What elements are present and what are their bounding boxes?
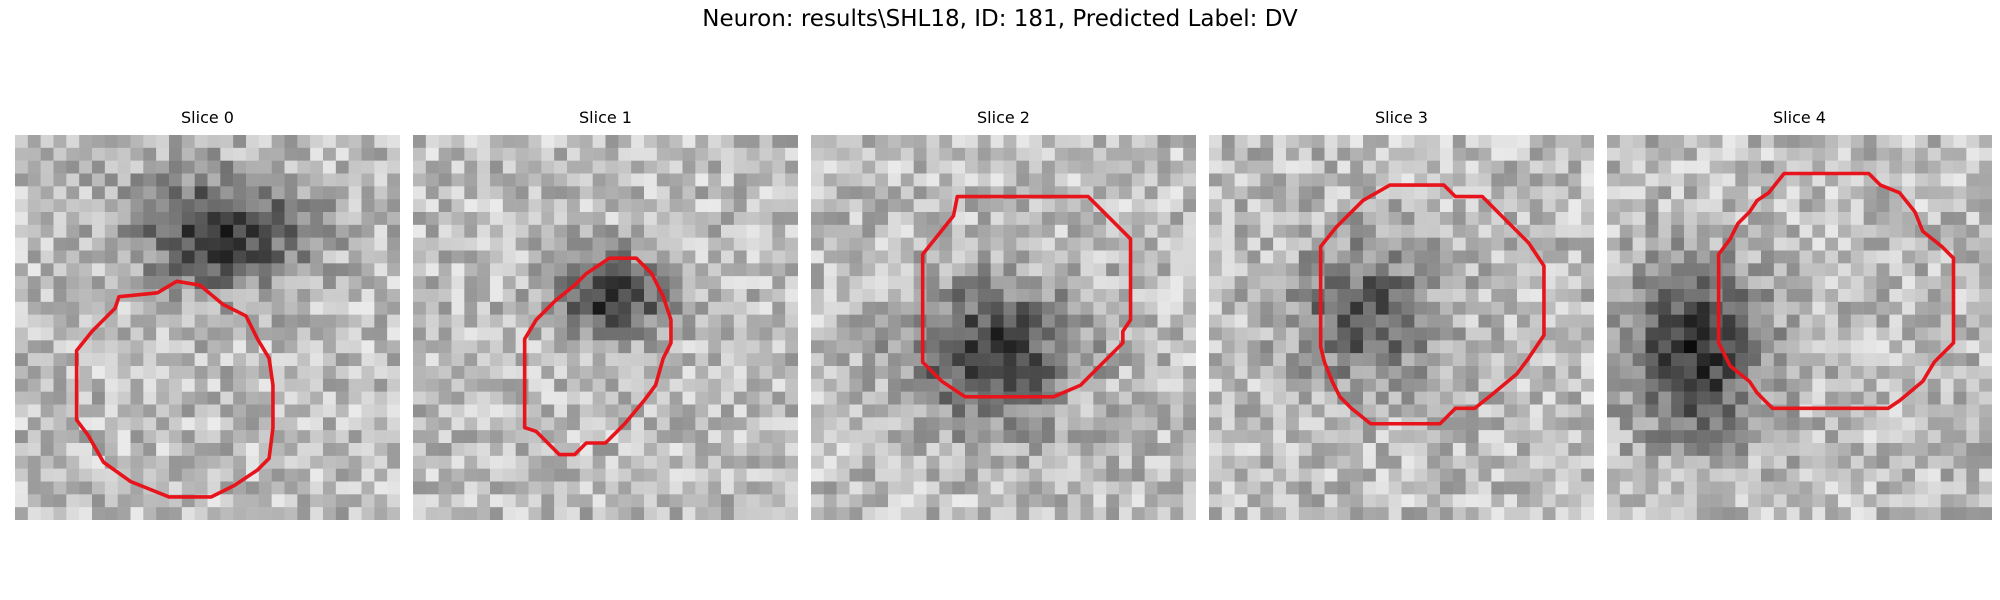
slice-title-1: Slice 1 xyxy=(579,108,632,127)
roi-contour-1 xyxy=(522,256,673,457)
roi-contour-0 xyxy=(74,279,275,499)
figure-title: Neuron: results\SHL18, ID: 181, Predicte… xyxy=(702,6,1298,32)
slice-image-1 xyxy=(413,135,798,520)
slice-image-2 xyxy=(811,135,1196,520)
slice-image-4 xyxy=(1607,135,1992,520)
roi-contour-3 xyxy=(1318,183,1546,426)
slice-panel-2: Slice 2 xyxy=(811,108,1196,523)
slice-panel-3: Slice 3 xyxy=(1209,108,1594,523)
slice-image-0 xyxy=(15,135,400,520)
slice-panel-4: Slice 4 xyxy=(1607,108,1992,523)
slice-title-2: Slice 2 xyxy=(977,108,1030,127)
slice-panel-0: Slice 0 xyxy=(15,108,400,523)
slice-title-3: Slice 3 xyxy=(1375,108,1428,127)
roi-contour-4 xyxy=(1716,171,1956,411)
slice-pixels-0 xyxy=(15,135,400,520)
slice-title-0: Slice 0 xyxy=(181,108,234,127)
slice-panel-1: Slice 1 xyxy=(413,108,798,523)
slice-pixels-1 xyxy=(413,135,798,520)
slice-pixels-3 xyxy=(1209,135,1594,520)
roi-contour-2 xyxy=(920,194,1133,399)
slice-title-4: Slice 4 xyxy=(1773,108,1826,127)
slice-pixels-4 xyxy=(1607,135,1992,520)
slice-image-3 xyxy=(1209,135,1594,520)
slice-pixels-2 xyxy=(811,135,1196,520)
